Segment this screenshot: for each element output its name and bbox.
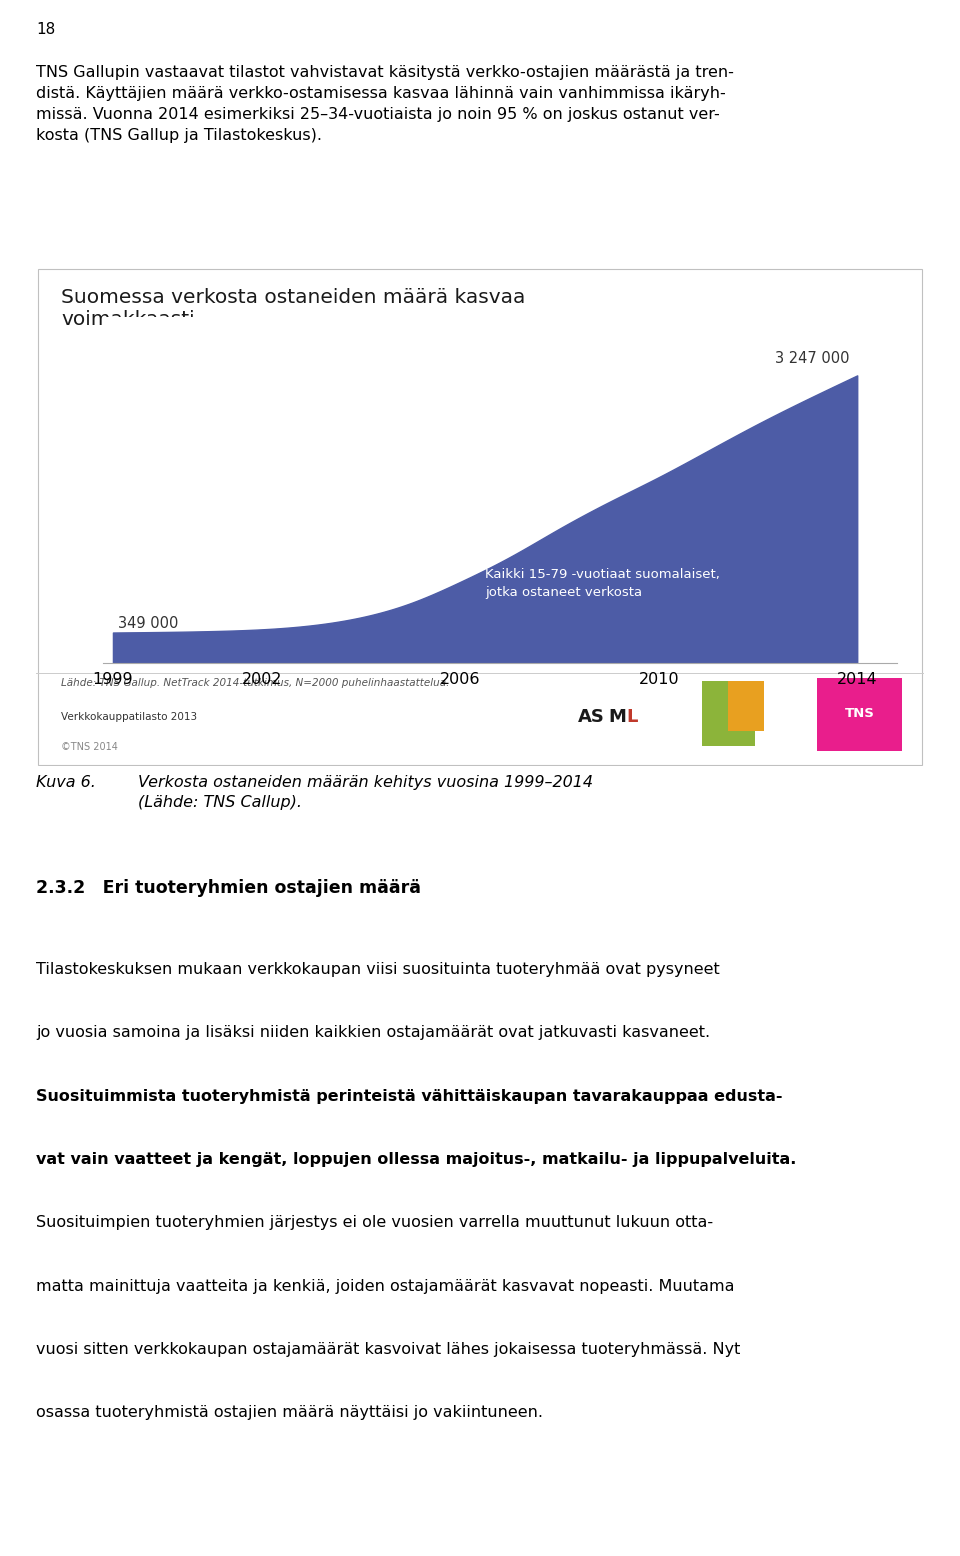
Text: 349 000: 349 000: [118, 616, 179, 630]
Text: vuosi sitten verkkokaupan ostajamäärät kasvoivat lähes jokaisessa tuoteryhmässä.: vuosi sitten verkkokaupan ostajamäärät k…: [36, 1341, 741, 1357]
Text: Kuva 6.: Kuva 6.: [36, 775, 96, 790]
Text: M: M: [609, 708, 627, 727]
Text: TNS Gallupin vastaavat tilastot vahvistavat käsitystä verkko-ostajien määrästä j: TNS Gallupin vastaavat tilastot vahvista…: [36, 65, 734, 143]
Bar: [729, 682, 764, 731]
Text: Tilastokeskuksen mukaan verkkokaupan viisi suosituinta tuoteryhmää ovat pysyneet: Tilastokeskuksen mukaan verkkokaupan vii…: [36, 962, 720, 977]
Text: vat vain vaatteet ja kengät, loppujen ollessa majoitus-, matkailu- ja lippupalve: vat vain vaatteet ja kengät, loppujen ol…: [36, 1151, 797, 1167]
Text: Verkkokauppatilasto 2013: Verkkokauppatilasto 2013: [61, 711, 198, 722]
Text: Verkosta ostaneiden määrän kehitys vuosina 1999–2014
(Lähde: TNS Callup).: Verkosta ostaneiden määrän kehitys vuosi…: [138, 775, 593, 811]
Text: 2.3.2 Eri tuoteryhmien ostajien määrä: 2.3.2 Eri tuoteryhmien ostajien määrä: [36, 879, 421, 898]
Text: Suomessa verkosta ostaneiden määrä kasvaa
voimakkaasti: Suomessa verkosta ostaneiden määrä kasva…: [61, 288, 526, 330]
Text: Lähde: TNS Gallup. NetTrack 2014-tutkimus, N=2000 puhelinhaastattelua.: Lähde: TNS Gallup. NetTrack 2014-tutkimu…: [61, 678, 449, 688]
Text: AS: AS: [578, 708, 605, 727]
Text: Suosituimmista tuoteryhmistä perinteistä vähittäiskaupan tavarakauppaa edusta-: Suosituimmista tuoteryhmistä perinteistä…: [36, 1089, 783, 1103]
Bar: [817, 678, 902, 750]
Text: matta mainittuja vaatteita ja kenkiä, joiden ostajamäärät kasvavat nopeasti. Muu: matta mainittuja vaatteita ja kenkiä, jo…: [36, 1279, 735, 1293]
Text: Kaikki 15-79 -vuotiaat suomalaiset,
jotka ostaneet verkosta: Kaikki 15-79 -vuotiaat suomalaiset, jotk…: [485, 568, 720, 599]
Text: 3 247 000: 3 247 000: [776, 352, 850, 367]
Text: ©TNS 2014: ©TNS 2014: [61, 742, 118, 752]
Text: TNS: TNS: [845, 706, 875, 720]
Bar: [702, 682, 755, 745]
Text: 18: 18: [36, 22, 56, 37]
Text: Suosituimpien tuoteryhmien järjestys ei ole vuosien varrella muuttunut lukuun ot: Suosituimpien tuoteryhmien järjestys ei …: [36, 1215, 713, 1231]
Text: jo vuosia samoina ja lisäksi niiden kaikkien ostajamäärät ovat jatkuvasti kasvan: jo vuosia samoina ja lisäksi niiden kaik…: [36, 1025, 710, 1041]
Text: osassa tuoteryhmistä ostajien määrä näyttäisi jo vakiintuneen.: osassa tuoteryhmistä ostajien määrä näyt…: [36, 1405, 543, 1421]
Text: L: L: [626, 708, 637, 727]
